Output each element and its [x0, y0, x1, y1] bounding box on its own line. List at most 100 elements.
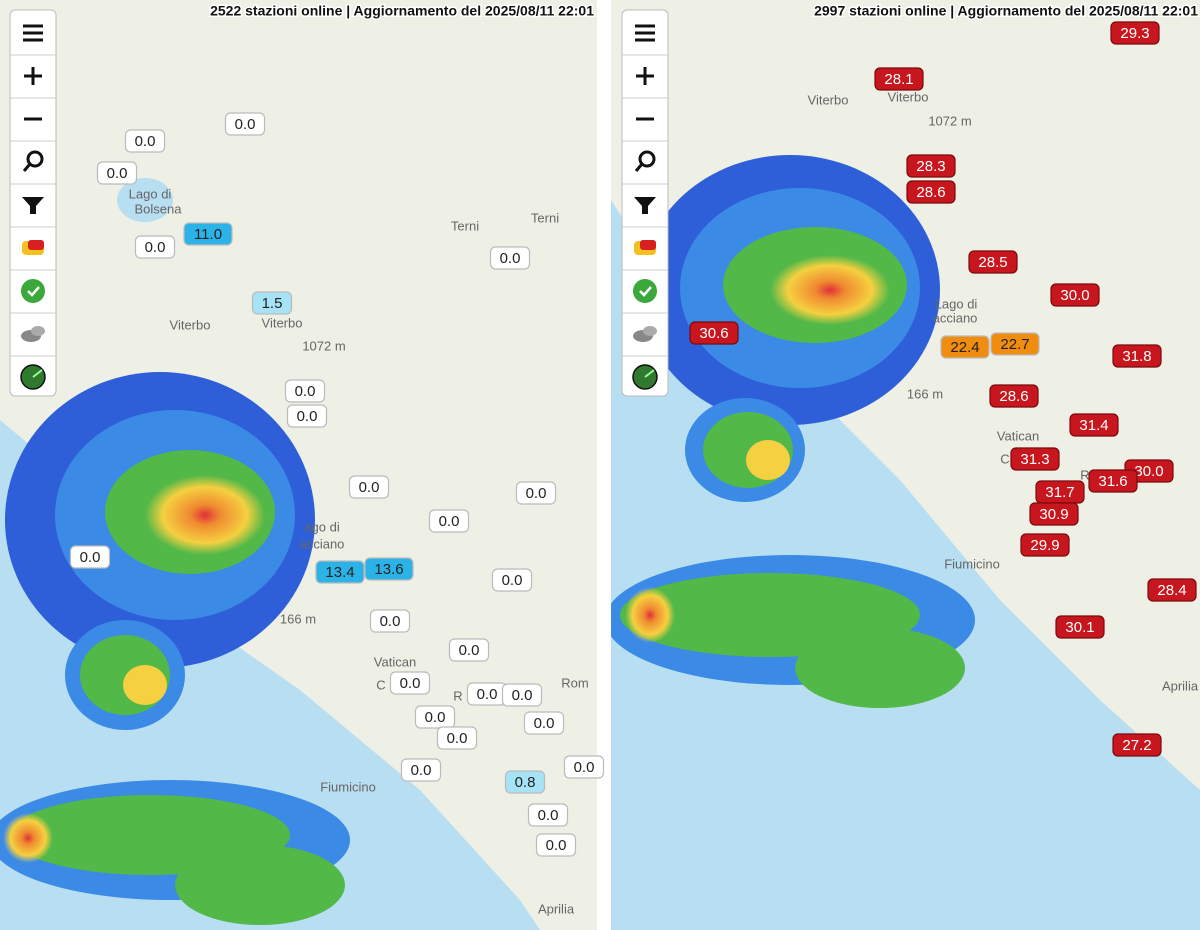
station-marker[interactable]: [364, 557, 414, 581]
search-button[interactable]: [26, 150, 44, 168]
place-label: acciano: [300, 536, 345, 551]
station-marker[interactable]: [448, 638, 490, 662]
station-value: 28.3: [916, 158, 945, 175]
station-marker[interactable]: [563, 755, 605, 779]
station-value: 28.1: [884, 71, 913, 88]
station-marker[interactable]: [1147, 578, 1197, 602]
place-label: Viterbo: [170, 317, 211, 332]
search-handle: [22, 163, 32, 172]
station-marker[interactable]: [689, 321, 739, 345]
station-value: 28.4: [1157, 582, 1186, 599]
zoom-in-button[interactable]: [636, 67, 654, 85]
station-marker[interactable]: [286, 404, 328, 428]
station-marker[interactable]: [874, 67, 924, 91]
station-marker[interactable]: [251, 291, 293, 315]
station-marker[interactable]: [940, 335, 990, 359]
station-marker[interactable]: [400, 758, 442, 782]
station-value: 30.0: [1134, 463, 1163, 480]
station-marker[interactable]: [284, 379, 326, 403]
station-value: 22.7: [1000, 336, 1029, 353]
station-marker[interactable]: [504, 770, 546, 794]
station-value: 30.6: [699, 325, 728, 342]
station-value: 29.3: [1120, 25, 1149, 42]
place-label: Aprilia: [538, 901, 575, 916]
station-marker[interactable]: [224, 112, 266, 136]
place-label: Lago di: [129, 186, 172, 201]
station-value: 30.1: [1065, 619, 1094, 636]
station-marker[interactable]: [414, 705, 456, 729]
status-button[interactable]: [633, 279, 657, 303]
station-marker[interactable]: [1069, 413, 1119, 437]
station-value: 11.0: [194, 226, 222, 243]
station-value: 28.6: [999, 388, 1028, 405]
station-value: 0.0: [145, 239, 166, 256]
toolbar[interactable]: [621, 9, 669, 397]
station-value: 0.0: [411, 762, 432, 779]
search-button[interactable]: [638, 150, 656, 168]
status-check: [639, 286, 652, 297]
station-marker[interactable]: [501, 683, 543, 707]
place-label: Viterbo: [262, 315, 303, 330]
station-marker[interactable]: [1010, 447, 1060, 471]
station-value: 0.0: [459, 642, 480, 659]
station-marker[interactable]: [527, 803, 569, 827]
station-marker[interactable]: [1055, 615, 1105, 639]
station-value: 0.8: [515, 774, 536, 791]
station-marker[interactable]: [989, 384, 1039, 408]
search-handle: [634, 163, 644, 172]
zoom-in-button[interactable]: [24, 67, 42, 85]
station-marker[interactable]: [491, 568, 533, 592]
station-marker[interactable]: [1050, 283, 1100, 307]
station-marker[interactable]: [183, 222, 233, 246]
station-marker[interactable]: [389, 671, 431, 695]
station-value: 0.0: [135, 133, 156, 150]
station-marker[interactable]: [134, 235, 176, 259]
place-label: Fiumicino: [320, 779, 376, 794]
station-value: 28.5: [978, 254, 1007, 271]
place-label: 166 m: [907, 386, 943, 401]
station-value: 0.0: [447, 730, 468, 747]
place-label: Vatican: [374, 654, 416, 669]
station-value: 29.9: [1030, 537, 1059, 554]
layer-icon: [640, 240, 656, 250]
station-marker[interactable]: [1112, 344, 1162, 368]
toolbar[interactable]: [9, 9, 57, 397]
station-marker[interactable]: [990, 332, 1040, 356]
header: 2522 stazioni online | Aggiornamento del…: [210, 3, 594, 19]
station-marker[interactable]: [96, 161, 138, 185]
place-label: 166 m: [280, 611, 316, 626]
station-marker[interactable]: [535, 833, 577, 857]
station-marker[interactable]: [906, 154, 956, 178]
station-marker[interactable]: [69, 545, 111, 569]
right-map: [611, 0, 1200, 930]
station-value: 0.0: [546, 837, 567, 854]
station-marker[interactable]: [1110, 21, 1160, 45]
station-marker[interactable]: [369, 609, 411, 633]
place-label: 1072 m: [302, 338, 345, 353]
station-marker[interactable]: [1112, 733, 1162, 757]
station-marker[interactable]: [515, 481, 557, 505]
filter-button[interactable]: [634, 197, 656, 214]
status-button[interactable]: [21, 279, 45, 303]
station-marker[interactable]: [348, 475, 390, 499]
station-value: 30.0: [1060, 287, 1089, 304]
status-check: [27, 286, 40, 297]
station-marker[interactable]: [1029, 502, 1079, 526]
filter-button[interactable]: [22, 197, 44, 214]
station-marker[interactable]: [124, 129, 166, 153]
station-marker[interactable]: [315, 560, 365, 584]
station-value: 0.0: [477, 686, 498, 703]
place-label: R: [453, 688, 462, 703]
header: 2997 stazioni online | Aggiornamento del…: [814, 3, 1198, 19]
station-marker[interactable]: [968, 250, 1018, 274]
station-marker[interactable]: [428, 509, 470, 533]
station-marker[interactable]: [436, 726, 478, 750]
station-marker[interactable]: [523, 711, 565, 735]
station-marker[interactable]: [1020, 533, 1070, 557]
station-marker[interactable]: [489, 246, 531, 270]
station-marker[interactable]: [1088, 469, 1138, 493]
station-marker[interactable]: [906, 180, 956, 204]
station-value: 27.2: [1122, 737, 1151, 754]
place-label: Terni: [531, 210, 559, 225]
place-label: acciano: [933, 310, 978, 325]
